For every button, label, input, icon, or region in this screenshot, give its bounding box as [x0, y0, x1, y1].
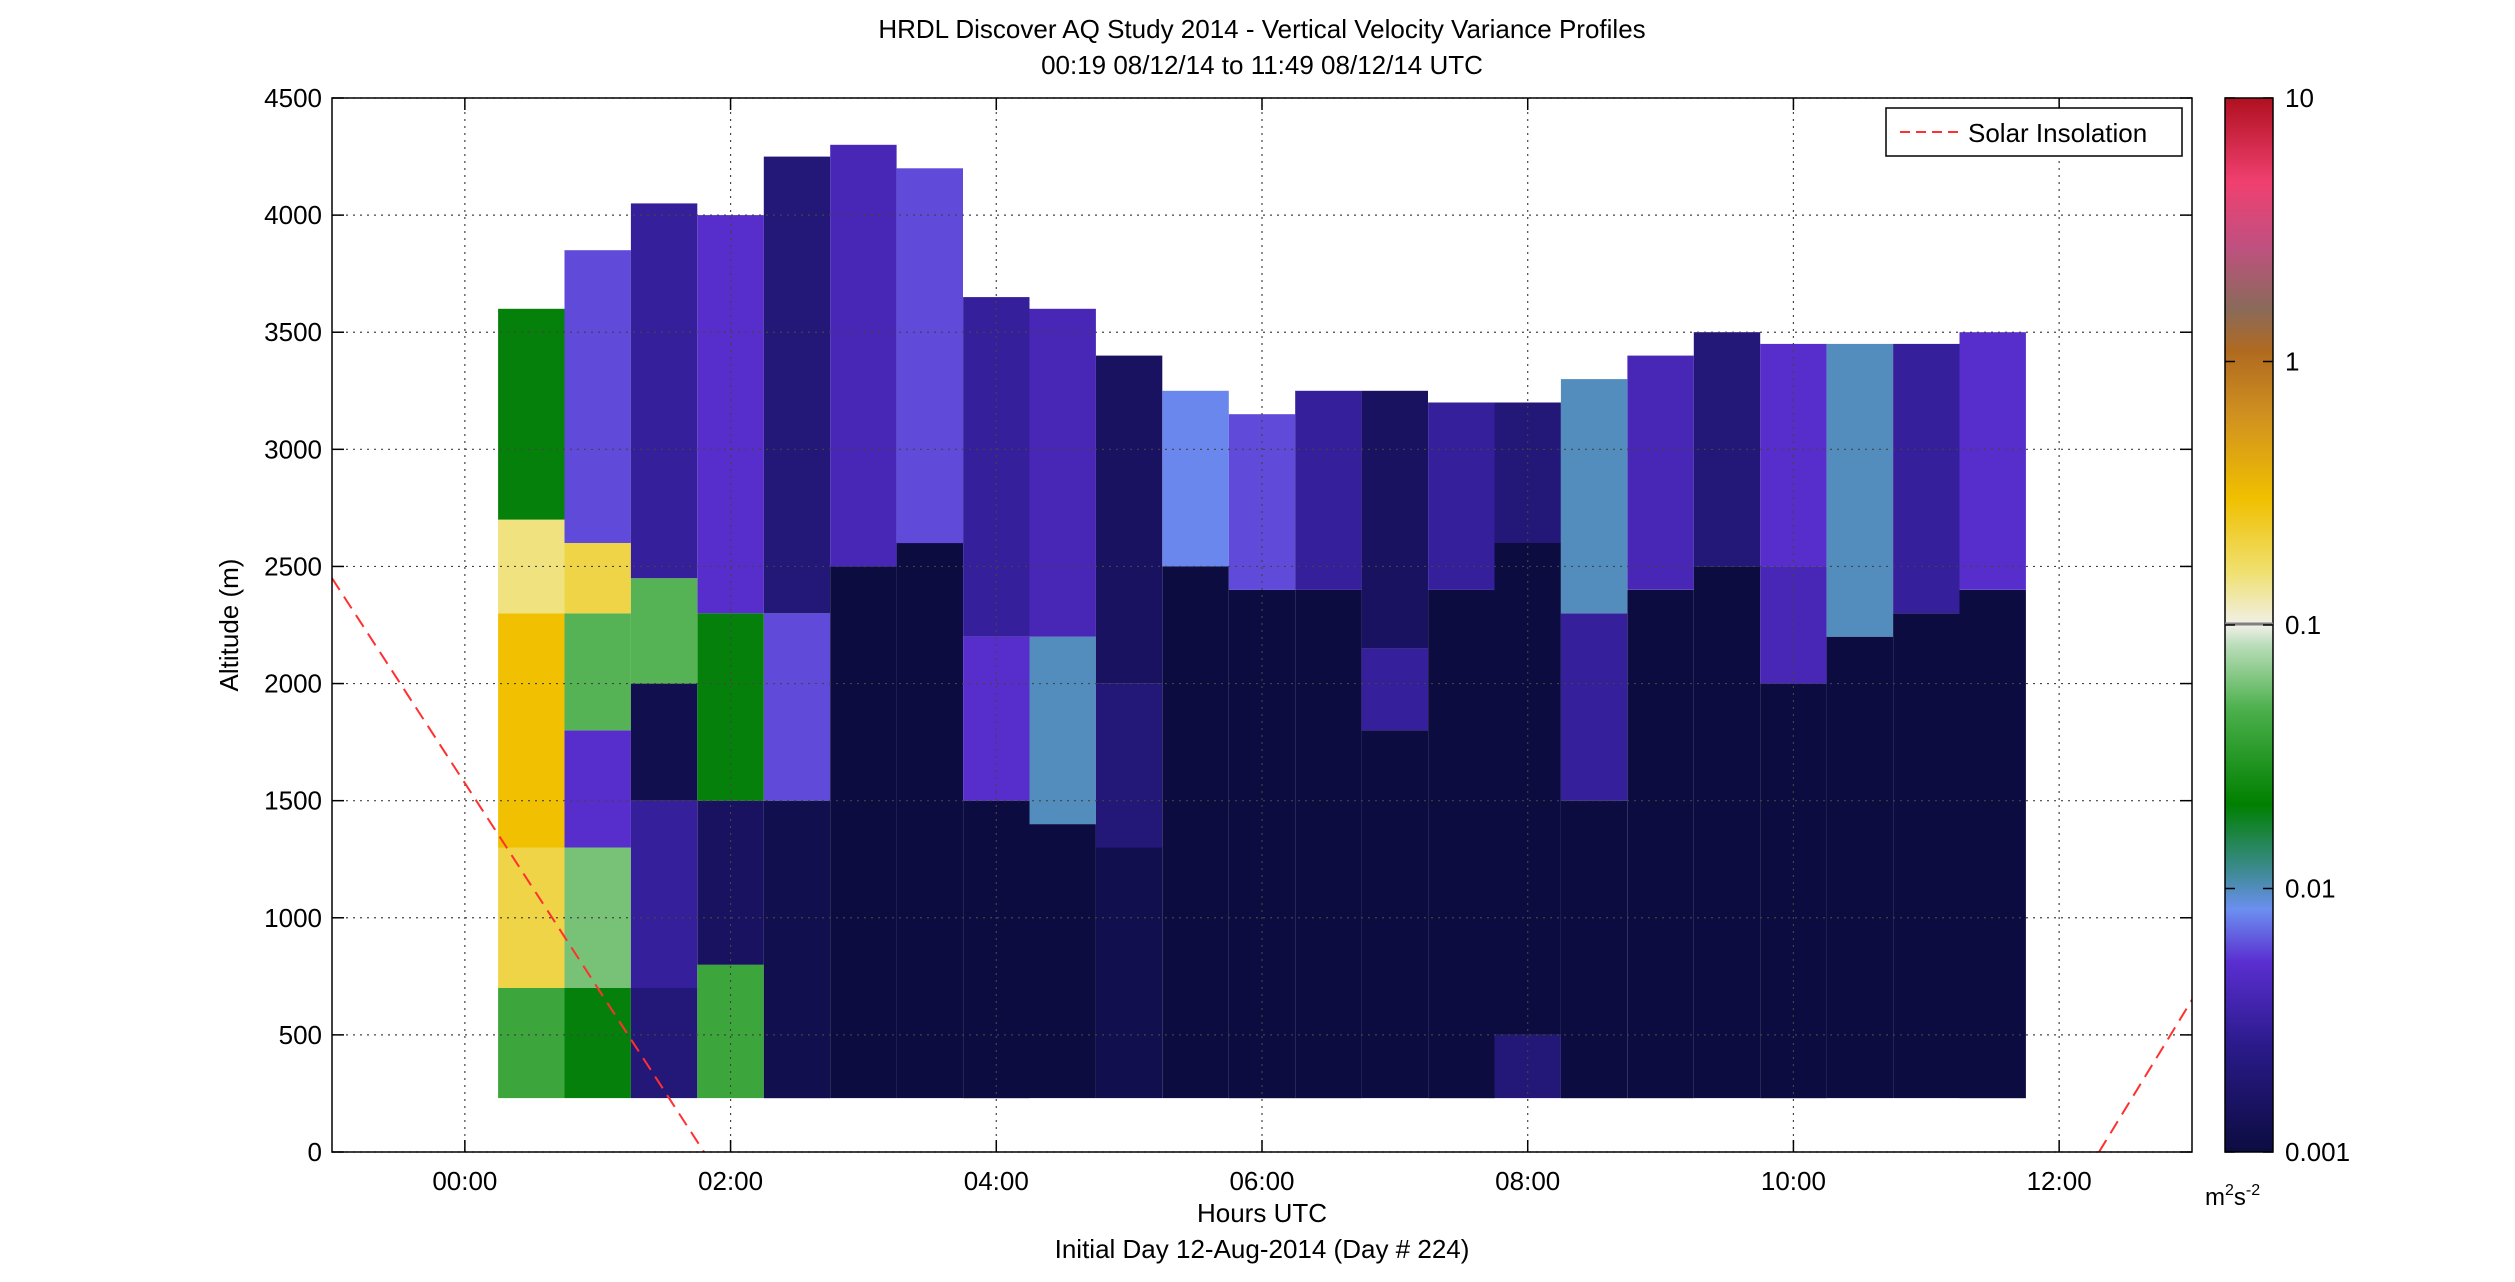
colorbar-tick-label-2: 0.1: [2285, 610, 2321, 640]
heatmap-cell-0-4: [498, 308, 565, 520]
heatmap-cell-22-0: [1959, 589, 2026, 1099]
x-axis-label-secondary: Initial Day 12-Aug-2014 (Day # 224): [1055, 1234, 1470, 1264]
heatmap-cell-13-1: [1361, 648, 1428, 731]
y-tick-label-4: 2000: [264, 669, 322, 699]
heatmap-cell-14-0: [1428, 589, 1495, 1099]
y-tick-label-3: 1500: [264, 786, 322, 816]
heatmap-cell-2-1: [630, 800, 698, 989]
heatmap-cell-16-1: [1560, 613, 1628, 801]
y-axis: 0 500 1000 1500 2000 2500 3000 3500 4000 4500: [264, 83, 2192, 1167]
legend: Solar Insolation: [1885, 107, 2183, 157]
heatmap-cell-13-2: [1361, 390, 1428, 649]
heatmap-cell-0-1: [498, 847, 565, 988]
x-tick-label-2: 04:00: [964, 1166, 1029, 1196]
x-axis-label: Hours UTC: [1197, 1198, 1327, 1228]
heatmap-cell-17-1: [1627, 355, 1694, 590]
heatmap-cell-20-0: [1826, 636, 1893, 1099]
heatmap-cell-9-2: [1095, 355, 1163, 684]
heatmap-cell-4-1: [763, 613, 831, 801]
y-tick-label-5: 2500: [264, 551, 322, 581]
y-tick-label-6: 3000: [264, 434, 322, 464]
x-tick-label-1: 02:00: [698, 1166, 763, 1196]
heatmap-cell-8-1: [1029, 636, 1096, 825]
x-tick-label-3: 06:00: [1229, 1166, 1294, 1196]
heatmap-cell-13-0: [1361, 730, 1428, 1099]
heatmap-cell-14-1: [1428, 402, 1495, 590]
y-tick-label-1: 500: [279, 1020, 322, 1050]
colorbar-tick-label-0: 0.001: [2285, 1137, 2350, 1167]
heatmap-cell-2-2: [630, 683, 698, 801]
y-tick-label-9: 4500: [264, 83, 322, 113]
y-tick-label-7: 3500: [264, 317, 322, 347]
heatmap-cell-12-0: [1295, 589, 1362, 1099]
heatmap-cell-7-2: [963, 297, 1030, 637]
heatmap-cell-11-0: [1228, 589, 1296, 1099]
heatmap-cell-3-0: [697, 964, 764, 1099]
heatmap-cell-1-4: [564, 543, 631, 614]
heatmap-cell-7-0: [963, 800, 1030, 1099]
y-tick-label-0: 0: [308, 1137, 322, 1167]
heatmap-cell-21-0: [1893, 613, 1960, 1099]
heatmap-cell-2-4: [630, 203, 698, 579]
chart-subtitle: 00:19 08/12/14 to 11:49 08/12/14 UTC: [1041, 50, 1483, 80]
heatmap-cell-5-1: [830, 144, 897, 567]
y-tick-label-8: 4000: [264, 200, 322, 230]
heatmap-cell-22-1: [1959, 332, 2026, 590]
colorbar-tick-label-1: 0.01: [2285, 874, 2336, 904]
x-tick-label-6: 12:00: [2027, 1166, 2092, 1196]
colorbar-unit-label: m2s-2: [2205, 1182, 2260, 1211]
heatmap-cell-1-5: [564, 250, 631, 543]
heatmap-cell-8-0: [1029, 824, 1096, 1099]
heatmap-cell-10-0: [1162, 566, 1229, 1099]
colorbar-tick-label-4: 10: [2285, 83, 2314, 113]
heatmap-cell-6-1: [896, 168, 963, 544]
colorbar-ticks: 0.001 0.01 0.1 1 10: [2225, 83, 2350, 1167]
heatmap-cell-5-0: [830, 566, 897, 1099]
heatmap-cell-0-3: [498, 519, 565, 614]
solar-insolation-series: [332, 577, 2192, 1152]
heatmap-cell-20-1: [1826, 343, 1893, 637]
heatmap-cell-15-0: [1494, 1034, 1561, 1099]
x-tick-label-4: 08:00: [1495, 1166, 1560, 1196]
heatmap-cell-0-0: [498, 988, 565, 1099]
heatmap-cell-10-1: [1162, 390, 1229, 567]
heatmap-cell-18-0: [1693, 566, 1761, 1099]
heatmap-cell-16-2: [1560, 379, 1628, 614]
heatmap-cell-17-0: [1627, 589, 1694, 1099]
heatmap-cell-4-0: [763, 800, 831, 1099]
heatmap-cell-1-0: [564, 988, 631, 1099]
heatmap-cells: [498, 144, 2026, 1099]
x-tick-label-5: 10:00: [1761, 1166, 1826, 1196]
heatmap-cell-6-0: [896, 543, 963, 1099]
heatmap-cell-12-1: [1295, 390, 1362, 590]
heatmap-cell-4-2: [763, 156, 831, 614]
heatmap-cell-11-1: [1228, 414, 1296, 590]
solar-insolation-segment-1: [2098, 999, 2192, 1152]
heatmap-cell-15-2: [1494, 402, 1561, 543]
chart-title: HRDL Discover AQ Study 2014 - Vertical V…: [878, 14, 1645, 44]
heatmap-cell-16-0: [1560, 800, 1628, 1099]
heatmap-cell-9-1: [1095, 683, 1163, 848]
y-tick-label-2: 1000: [264, 903, 322, 933]
heatmap-cell-21-1: [1893, 343, 1960, 614]
y-axis-label: Altitude (m): [214, 559, 244, 692]
colorbar: 0.001 0.01 0.1 1 10 m2s-2: [2205, 83, 2350, 1211]
solar-insolation-segment-0: [332, 577, 705, 1152]
colorbar-tick-label-3: 1: [2285, 347, 2299, 377]
legend-label-solar-insolation: Solar Insolation: [1968, 118, 2147, 148]
heatmap-cell-2-0: [630, 988, 698, 1099]
heatmap-cell-2-3: [630, 578, 698, 684]
heatmap-cell-9-0: [1095, 847, 1163, 1099]
heatmap-cell-1-2: [564, 730, 631, 848]
heatmap-cell-8-2: [1029, 308, 1096, 637]
heatmap-cell-1-3: [564, 613, 631, 731]
heatmap-cell-0-2: [498, 613, 565, 848]
x-tick-label-0: 00:00: [432, 1166, 497, 1196]
heatmap-cell-7-1: [963, 636, 1030, 801]
x-axis: 00:00 02:00 04:00 06:00 08:00 10:00 12:00: [432, 98, 2092, 1196]
